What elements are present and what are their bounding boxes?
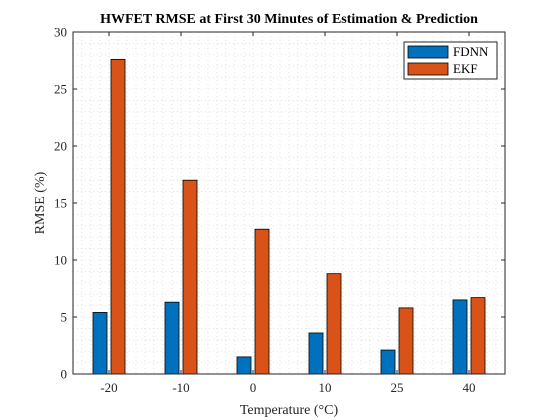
y-tick-label: 30 — [54, 25, 67, 40]
bar-fdnn-10 — [308, 332, 324, 375]
bar-ekf-10 — [326, 273, 342, 375]
x-tick-label: 40 — [463, 380, 476, 395]
y-tick-label: 5 — [61, 310, 68, 325]
legend-swatch-fdnn — [407, 45, 449, 59]
y-axis-label: RMSE (%) — [33, 171, 48, 234]
x-tick-label: 0 — [250, 380, 257, 395]
bar-ekf-25 — [398, 307, 414, 375]
x-axis-label: Temperature (°C) — [240, 403, 339, 418]
y-tick-label: 25 — [54, 82, 67, 97]
bars — [92, 58, 486, 375]
x-tick-label: -10 — [172, 380, 189, 395]
legend-label-ekf: EKF — [453, 61, 478, 76]
bar-fdnn-40 — [452, 299, 468, 375]
legend-swatch-ekf — [407, 62, 449, 76]
axis-ticks: -20 -10 0 10 25 40 0 5 10 15 20 25 30 — [54, 25, 505, 395]
y-tick-label: 20 — [54, 139, 67, 154]
bar-fdnn--20 — [92, 312, 108, 375]
bar-fdnn-25 — [380, 349, 396, 375]
bar-fdnn-0 — [236, 356, 252, 375]
x-tick-label: 25 — [391, 380, 404, 395]
y-tick-label: 10 — [54, 253, 67, 268]
y-tick-label: 0 — [61, 367, 68, 382]
chart-title: HWFET RMSE at First 30 Minutes of Estima… — [100, 12, 478, 27]
bar-ekf-40 — [470, 297, 486, 375]
bar-ekf-0 — [254, 228, 270, 375]
bar-ekf--20 — [110, 58, 126, 375]
legend: FDNN EKF — [403, 41, 498, 80]
grid — [73, 31, 505, 375]
legend-label-fdnn: FDNN — [453, 44, 489, 59]
x-tick-label: 10 — [319, 380, 332, 395]
bar-ekf--10 — [182, 179, 198, 375]
bar-fdnn--10 — [164, 301, 180, 375]
x-tick-label: -20 — [100, 380, 117, 395]
y-tick-label: 15 — [54, 196, 67, 211]
